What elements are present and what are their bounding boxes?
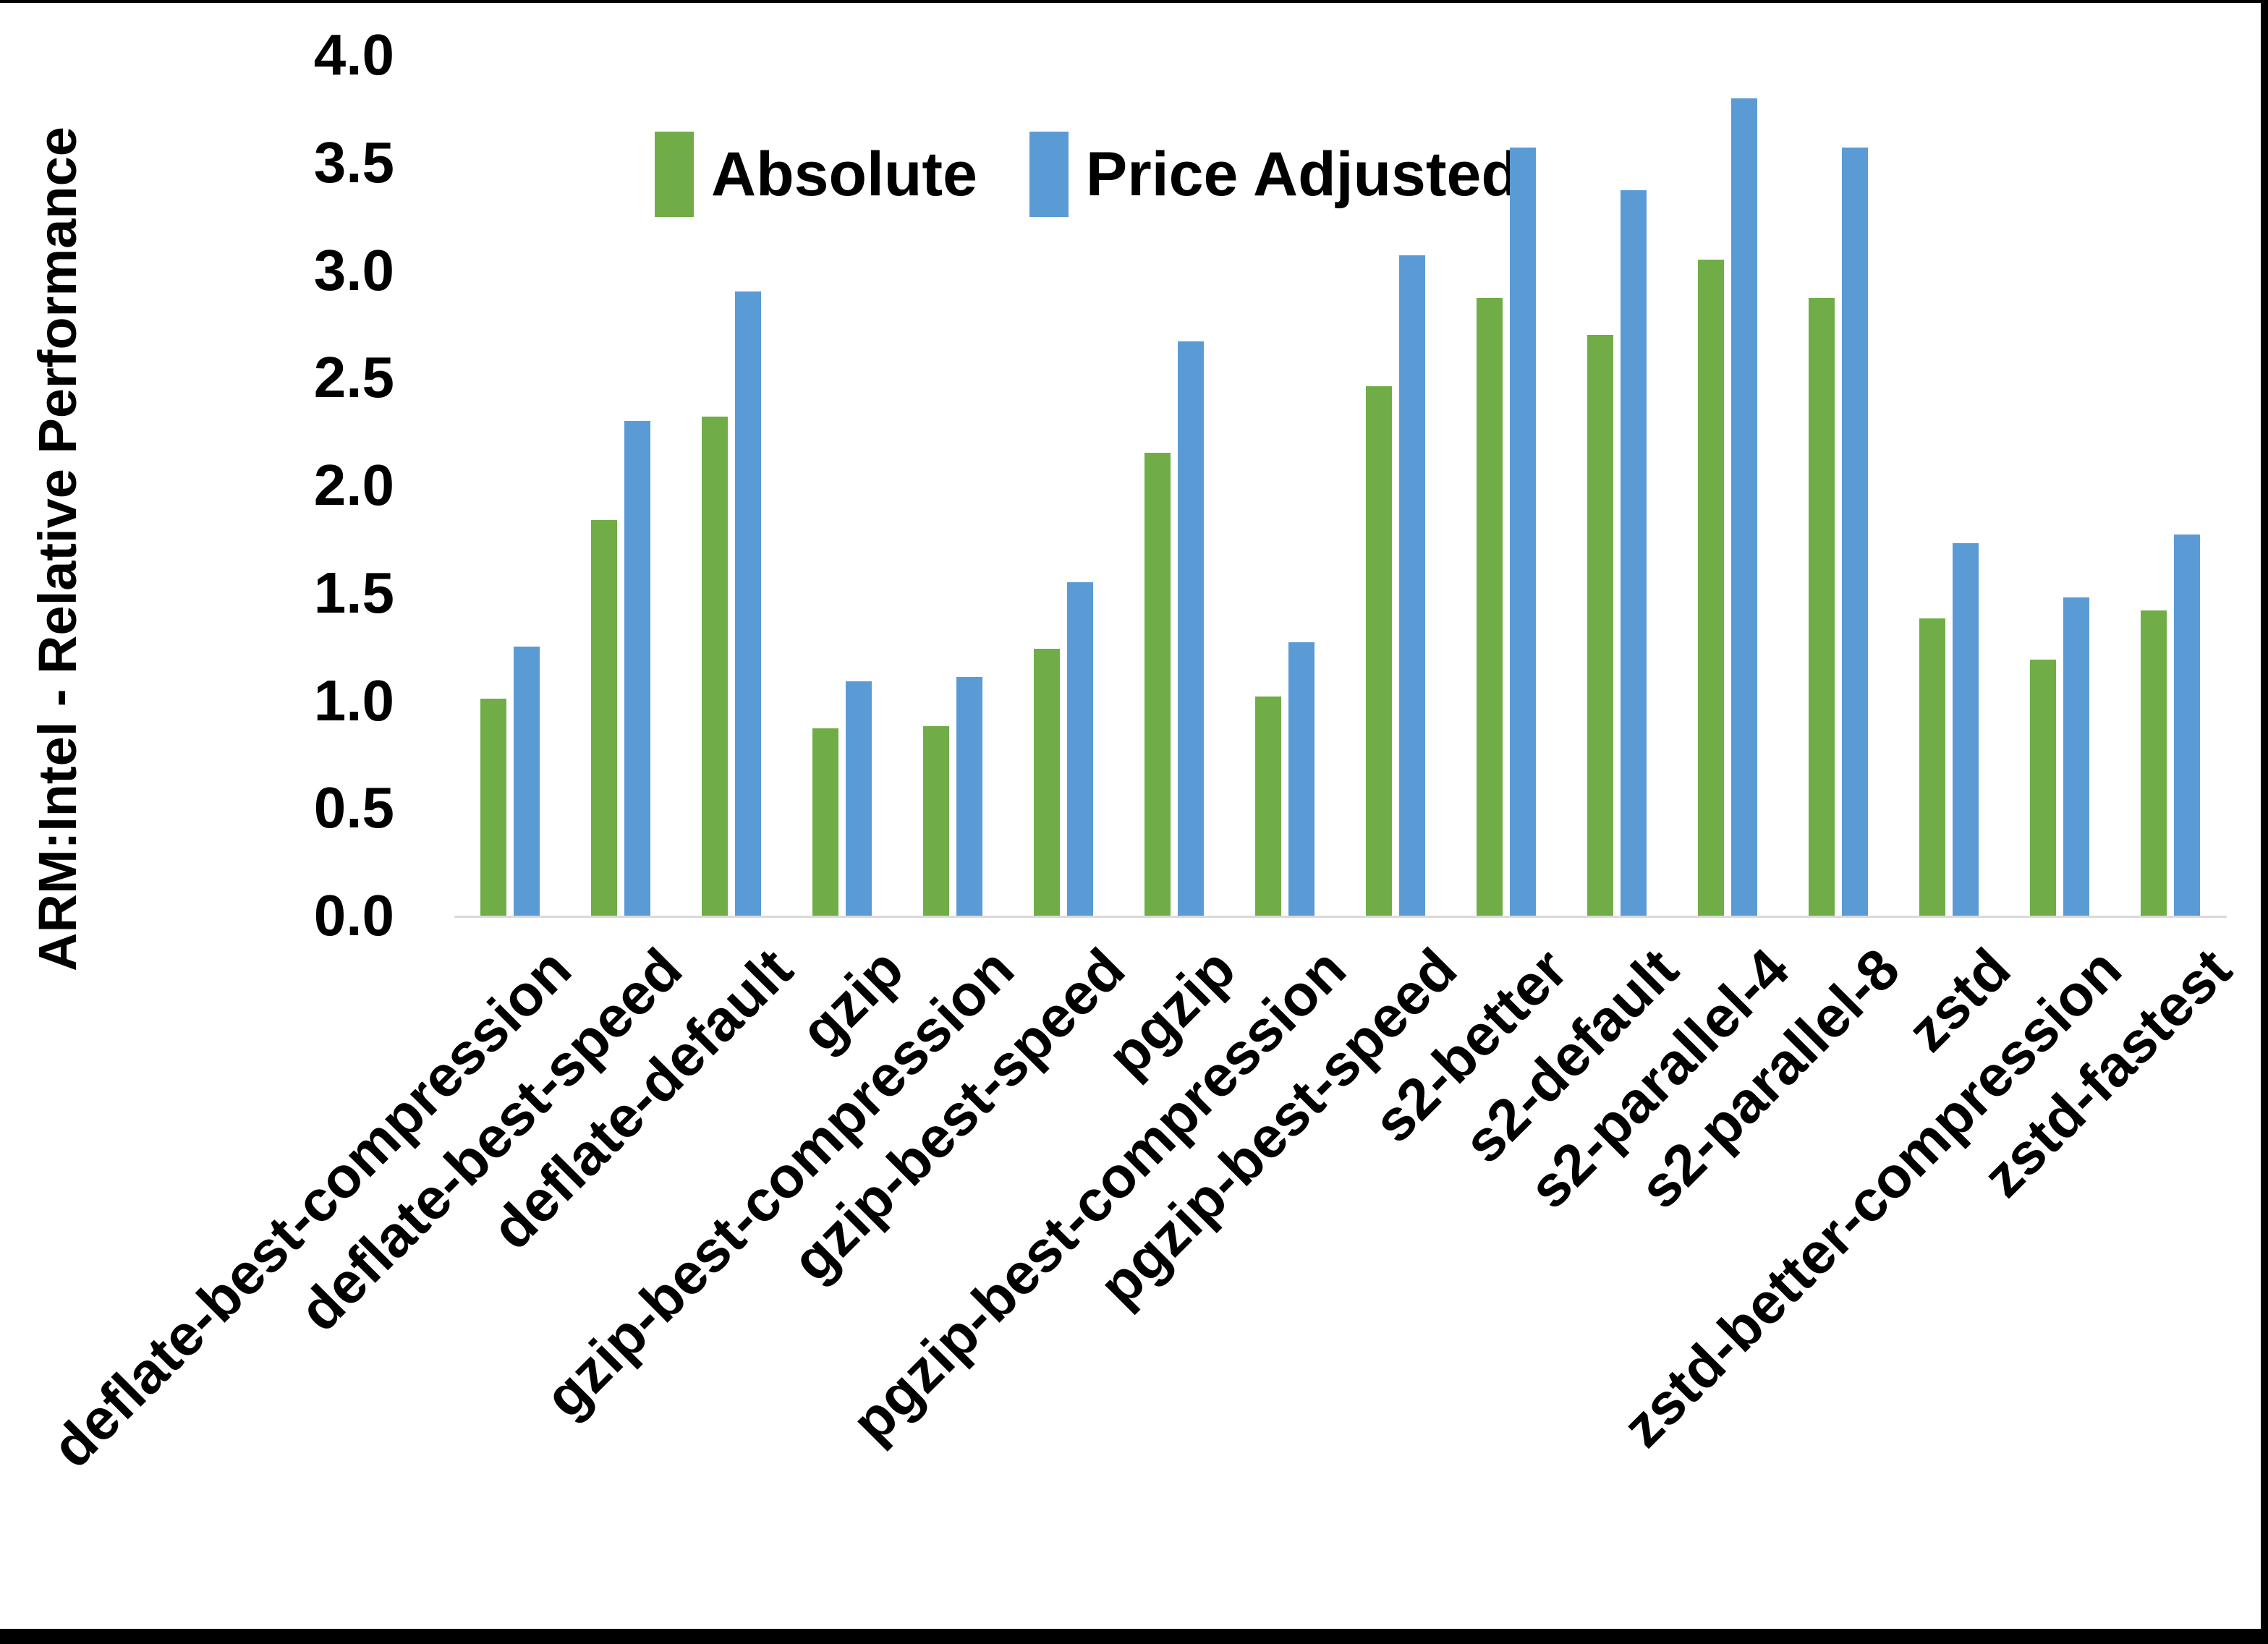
bar-absolute-deflate-best-speed [591,519,617,916]
bar-absolute-deflate-default [702,416,728,916]
bar-absolute-gzip-best-compression [923,726,949,916]
y-tick-label: 0.5 [313,775,394,840]
bar-price-adjusted-deflate-best-speed [624,420,650,916]
bar-absolute-s2-better [1477,298,1503,916]
bar-price-adjusted-zstd-fastest [2174,534,2200,916]
x-axis-line [454,916,2227,918]
bar-price-adjusted-gzip-best-speed [1067,582,1093,916]
bar-price-adjusted-s2-parallel-8 [1842,147,1868,916]
y-tick-label: 3.5 [313,129,394,195]
bar-absolute-s2-default [1587,334,1613,916]
bar-absolute-deflate-best-compression [480,698,506,916]
frame-right-border [2261,0,2268,1644]
bar-absolute-zstd [1919,618,1945,916]
bar-absolute-zstd-better-compression [2030,659,2056,916]
y-axis-title: ARM:Intel - Relative Performance [27,127,88,971]
legend-label-absolute: Absolute [711,140,977,209]
legend-swatch-absolute [655,132,694,217]
frame-bottom-border [0,1629,2268,1644]
legend-swatch-price-adjusted [1029,132,1069,217]
y-tick-label: 0.0 [313,883,394,947]
bar-price-adjusted-s2-better [1510,147,1536,916]
bar-price-adjusted-gzip-best-compression [956,676,982,916]
bar-absolute-pgzip-best-compression [1255,696,1281,916]
y-tick-label: 2.5 [313,345,394,410]
bar-absolute-pgzip [1144,453,1171,916]
bar-price-adjusted-zstd [1953,543,1979,916]
frame-top-border [0,0,2268,3]
legend: Absolute Price Adjusted [655,132,1519,217]
bar-absolute-s2-parallel-8 [1809,298,1835,916]
bar-price-adjusted-pgzip [1178,341,1204,916]
bar-absolute-s2-parallel-4 [1698,259,1724,916]
bar-price-adjusted-gzip [846,681,872,916]
bar-absolute-gzip [812,728,838,916]
bar-absolute-zstd-fastest [2141,610,2167,916]
bar-price-adjusted-pgzip-best-speed [1399,255,1425,916]
bar-price-adjusted-pgzip-best-compression [1288,642,1314,916]
y-tick-label: 1.5 [313,560,394,625]
bar-price-adjusted-s2-parallel-4 [1731,98,1757,916]
legend-label-price-adjusted: Price Adjusted [1085,140,1519,209]
y-tick-label: 2.0 [313,453,394,517]
y-tick-label: 4.0 [313,22,394,87]
bar-price-adjusted-deflate-best-compression [514,647,540,916]
bar-absolute-pgzip-best-speed [1366,386,1392,916]
bar-price-adjusted-s2-default [1621,190,1647,916]
y-tick-label: 3.0 [313,237,394,302]
bar-price-adjusted-deflate-default [735,291,761,916]
bar-absolute-gzip-best-speed [1034,649,1060,916]
bar-price-adjusted-zstd-better-compression [2063,597,2089,916]
y-tick-label: 1.0 [313,668,394,733]
